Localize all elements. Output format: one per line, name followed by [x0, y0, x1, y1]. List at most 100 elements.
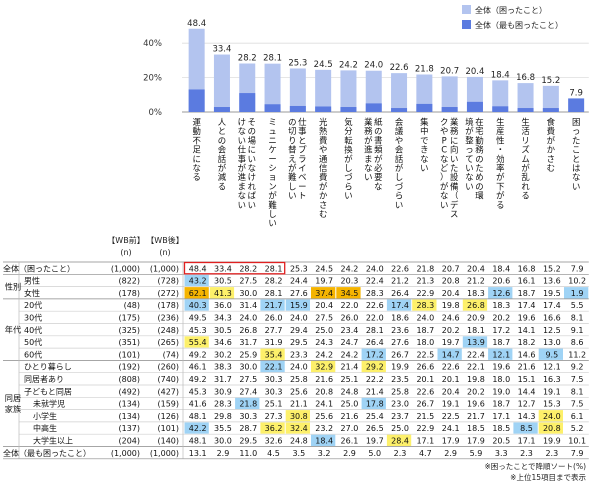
footnote-sort: ※困ったことで降順ソート(%): [484, 462, 586, 471]
bar-value-label: 22.6: [390, 63, 409, 73]
bar-most-trouble: [264, 104, 281, 112]
cell-value: 16.3: [543, 375, 561, 384]
cell-value: 31.4: [239, 301, 257, 310]
header-before: 【WB前】: [107, 235, 144, 245]
cell-highlight: [260, 348, 285, 360]
cell-highlight: [209, 287, 235, 299]
cell-value: 21.2: [391, 277, 409, 286]
cell-value: 29.4: [290, 326, 308, 335]
row-label: 大学生以上: [33, 436, 73, 446]
bar-all-troubles: [213, 54, 230, 112]
cell-value: 37.4: [315, 289, 333, 298]
cell-value: 13.1: [189, 449, 207, 458]
bar-all-troubles: [441, 76, 458, 112]
cell-value: 41.3: [214, 289, 232, 298]
bar-most-trouble: [315, 106, 332, 112]
row-n-after: (126): [157, 412, 179, 421]
cell-value: 22.6: [366, 301, 384, 310]
bar-all-troubles: [365, 70, 382, 112]
cell-value: 18.3: [467, 289, 485, 298]
cell-highlight: [462, 336, 488, 348]
cell-value: 20.4: [315, 301, 333, 310]
cell-value: 48.1: [189, 437, 207, 446]
row-n-after: (427): [157, 387, 179, 396]
cell-value: 21.6: [315, 375, 333, 384]
row-n-before: (134): [118, 400, 140, 409]
cell-value: 30.0: [239, 363, 257, 372]
cell-value: 28.3: [366, 289, 384, 298]
cell-value: 42.2: [189, 424, 207, 433]
cell-value: 34.5: [341, 289, 359, 298]
cell-value: 30.3: [265, 375, 283, 384]
cell-value: 23.3: [290, 350, 308, 359]
row-n-after: (1,000): [150, 449, 179, 458]
bar-value-label: 28.1: [263, 54, 282, 64]
cell-value: 23.0: [391, 400, 409, 409]
cell-value: 6.1: [571, 412, 584, 421]
bar-value-label: 48.4: [187, 19, 206, 29]
cell-value: 17.2: [492, 326, 510, 335]
cell-value: 40.3: [189, 301, 207, 310]
cell-value: 32.6: [265, 437, 283, 446]
cell-highlight: [386, 299, 412, 311]
cell-value: 49.5: [189, 314, 207, 323]
cell-highlight: [285, 299, 310, 311]
cell-value: 17.4: [543, 301, 561, 310]
cell-value: 26.7: [391, 350, 409, 359]
cell-value: 18.0: [416, 338, 434, 347]
cell-value: 21.4: [341, 363, 359, 372]
category-label: 在宅勤務のための環境が整っていない: [465, 117, 484, 201]
cell-value: 20.1: [416, 375, 434, 384]
cell-value: 34.3: [214, 314, 232, 323]
cell-value: 23.5: [391, 375, 409, 384]
cell-highlight: [361, 360, 386, 373]
bar-value-label: 15.2: [541, 76, 560, 86]
cell-value: 24.0: [290, 314, 308, 323]
cell-value: 9.2: [571, 363, 584, 372]
cell-value: 20.3: [341, 277, 359, 286]
cell-value: 15.3: [543, 400, 561, 409]
cell-value: 25.8: [290, 375, 308, 384]
cell-value: 14.1: [518, 326, 536, 335]
cell-value: 14.6: [518, 350, 536, 359]
cell-highlight: [184, 299, 209, 311]
cell-value: 19.6: [467, 400, 485, 409]
row-n-before: (1,000): [111, 264, 140, 273]
category-label: 生産性・効率が下がる: [496, 117, 505, 210]
cell-value: 49.2: [189, 350, 207, 359]
cell-value: 10.1: [568, 437, 586, 446]
cell-value: 46.1: [189, 363, 207, 372]
category-label: 人との会話が減る: [218, 117, 227, 191]
bar-value-label: 25.3: [288, 58, 307, 68]
bar-value-label: 21.8: [415, 65, 434, 75]
cell-highlight: [285, 422, 310, 434]
cell-value: 4.5: [267, 449, 280, 458]
cell-value: 26.5: [366, 424, 384, 433]
cell-value: 24.0: [239, 314, 257, 323]
row-label: 40代: [24, 325, 42, 335]
cell-value: 33.4: [214, 264, 232, 273]
cell-value: 35.5: [214, 424, 232, 433]
bar-value-label: 24.5: [314, 60, 333, 70]
group-label: 同居家族: [5, 393, 21, 414]
row-n-after: (260): [157, 363, 179, 372]
cell-highlight: [412, 299, 437, 311]
cell-value: 7.9: [571, 449, 584, 458]
cell-value: 9.5: [545, 350, 558, 359]
cell-value: 19.7: [366, 437, 384, 446]
cell-value: 62.1: [189, 289, 207, 298]
cell-value: 5.2: [571, 424, 584, 433]
cell-value: 25.3: [290, 264, 308, 273]
cell-value: 25.0: [391, 424, 409, 433]
cell-value: 14.3: [518, 412, 536, 421]
cell-value: 20.5: [492, 437, 510, 446]
cell-value: 13.0: [543, 338, 561, 347]
bar-most-trouble: [239, 93, 256, 112]
row-n-after: (728): [157, 277, 179, 286]
cell-value: 25.0: [341, 400, 359, 409]
cell-value: 30.3: [239, 412, 257, 421]
cell-value: 13.9: [467, 338, 485, 347]
row-n-after: (248): [157, 326, 179, 335]
